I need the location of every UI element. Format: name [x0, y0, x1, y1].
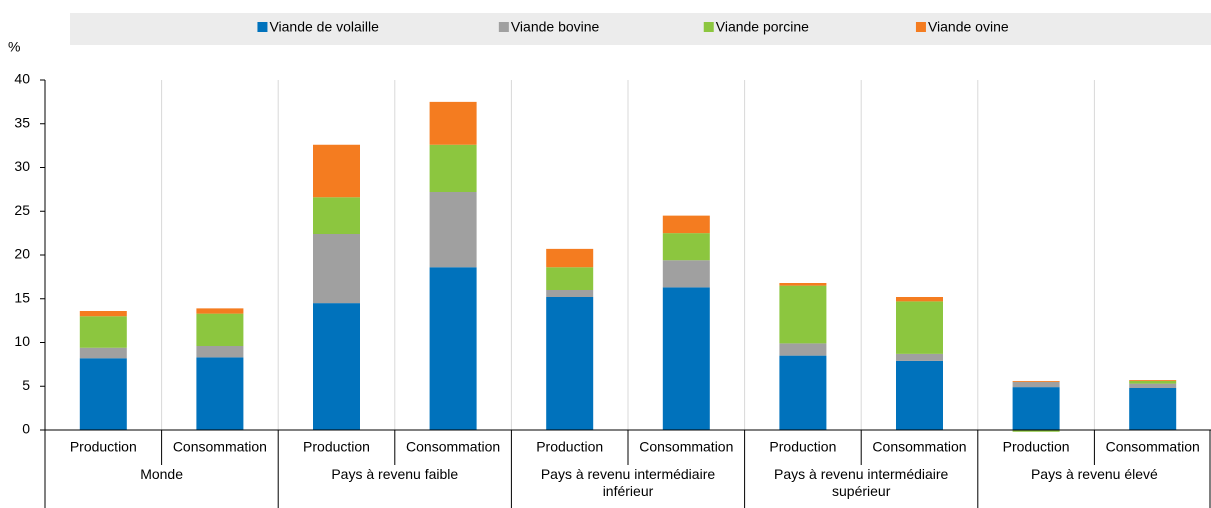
y-tick-label: 35	[14, 114, 30, 130]
bar-segment	[429, 144, 477, 192]
y-tick-label: 0	[22, 421, 30, 437]
y-tick-label: 40	[14, 71, 30, 87]
y-tick-label: 5	[22, 377, 30, 393]
group-label: Pays à revenu élevé	[1030, 466, 1158, 482]
bar-segment	[429, 192, 477, 268]
bar-segment	[546, 248, 594, 268]
y-tick-label: 20	[14, 246, 30, 262]
y-tick-label: 15	[14, 289, 30, 305]
bar-segment	[896, 353, 943, 361]
legend-swatch	[257, 22, 268, 32]
bar-segment	[79, 358, 127, 430]
bar-segment	[313, 234, 360, 304]
legend-label: Viande ovine	[928, 19, 1009, 35]
bar-segment	[313, 303, 360, 430]
bar-segment	[313, 144, 360, 198]
bar-segment	[1129, 388, 1177, 430]
bar-segment	[1129, 380, 1177, 381]
x-tick-label: Consommation	[872, 439, 966, 455]
bar-segment	[1012, 381, 1060, 388]
bar-segment	[196, 346, 244, 358]
x-tick-label: Consommation	[406, 439, 500, 455]
bar-segment	[662, 287, 710, 430]
bar-segment	[662, 215, 710, 234]
bar-segment	[196, 357, 244, 430]
x-tick-label: Consommation	[173, 439, 267, 455]
bar-segment	[196, 313, 244, 346]
x-tick-label: Production	[769, 439, 836, 455]
x-tick-label: Consommation	[639, 439, 733, 455]
legend-label: Viande de volaille	[269, 19, 379, 35]
group-label: Monde	[140, 466, 183, 482]
group-label: Pays à revenu intermédiaire inférieur	[540, 466, 716, 499]
bar-segment	[662, 233, 710, 261]
y-tick-label: 30	[14, 158, 30, 174]
y-tick-label: 10	[14, 333, 30, 349]
bar-segment	[779, 355, 827, 430]
bar-segment	[1129, 383, 1177, 388]
legend-label: Viande porcine	[716, 19, 809, 35]
group-label: Pays à revenu faible	[331, 466, 459, 482]
bar-segment	[1129, 381, 1177, 384]
bar-segment	[779, 283, 827, 286]
x-tick-label: Production	[303, 439, 370, 455]
legend-swatch	[498, 22, 509, 32]
bar-segment	[779, 343, 827, 356]
x-tick-label: Consommation	[1106, 439, 1200, 455]
legend-swatch	[915, 22, 926, 32]
x-tick-label: Production	[70, 439, 137, 455]
bar-segment	[429, 101, 477, 145]
bar-segment	[779, 285, 827, 344]
legend-swatch	[703, 22, 714, 32]
bar-segment	[79, 311, 127, 317]
bar-segment	[546, 267, 594, 290]
bar-segment	[546, 290, 594, 297]
bar-segment	[662, 260, 710, 288]
bar-segment	[79, 316, 127, 348]
bar-segment	[196, 308, 244, 314]
bar-segment	[896, 360, 943, 430]
y-tick-label: 25	[14, 202, 30, 218]
bar-segment	[313, 197, 360, 234]
x-tick-label: Production	[1003, 439, 1070, 455]
x-tick-label: Production	[536, 439, 603, 455]
legend-label: Viande bovine	[511, 19, 600, 35]
legend-background	[70, 13, 1211, 45]
bar-segment	[896, 301, 943, 354]
y-axis-label: %	[8, 39, 20, 55]
bar-segment	[1012, 381, 1060, 382]
bar-segment	[546, 297, 594, 430]
group-label: Pays à revenu intermédiaire supérieur	[774, 466, 949, 499]
bar-segment	[896, 297, 943, 302]
bar-segment	[1012, 430, 1060, 432]
bar-segment	[429, 267, 477, 430]
bar-segment	[79, 347, 127, 359]
bar-segment	[1012, 387, 1060, 430]
